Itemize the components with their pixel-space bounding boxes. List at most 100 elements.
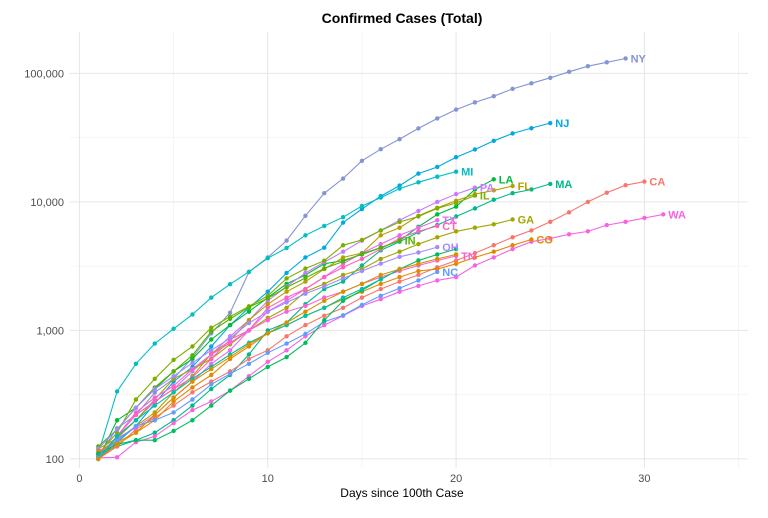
series-label: CA	[649, 177, 665, 189]
data-point	[265, 318, 270, 323]
data-point	[171, 403, 176, 408]
data-point	[378, 233, 383, 238]
data-point	[114, 455, 120, 460]
data-point	[453, 261, 459, 266]
data-point	[623, 56, 628, 61]
series-in	[96, 238, 402, 449]
data-point	[190, 397, 195, 402]
data-point	[472, 250, 478, 256]
data-point	[472, 147, 478, 152]
data-point	[322, 274, 327, 280]
data-point	[435, 218, 440, 223]
data-point	[152, 430, 157, 435]
data-point	[246, 352, 252, 357]
data-point	[303, 309, 308, 314]
data-point	[416, 229, 421, 234]
series-label: NY	[631, 53, 647, 65]
data-point	[152, 437, 157, 443]
data-point	[190, 356, 195, 362]
data-point	[397, 279, 402, 284]
data-point	[340, 220, 346, 225]
series-lines	[96, 56, 666, 462]
y-tick-label: 10,000	[30, 197, 64, 209]
data-point	[510, 243, 515, 248]
data-point	[227, 316, 233, 322]
data-point	[340, 275, 346, 281]
data-point	[510, 183, 515, 189]
data-point	[303, 213, 308, 218]
data-point	[171, 383, 176, 389]
data-point	[227, 322, 233, 328]
data-point	[378, 147, 383, 152]
data-point	[152, 412, 157, 418]
data-point	[397, 238, 402, 243]
data-point	[284, 309, 289, 314]
data-point	[435, 244, 440, 250]
data-point	[529, 237, 534, 242]
data-point	[397, 289, 402, 294]
data-point	[171, 395, 176, 400]
data-point	[453, 258, 459, 263]
data-point	[322, 190, 327, 196]
data-point	[171, 369, 176, 374]
data-point	[284, 289, 289, 294]
data-point	[359, 263, 365, 268]
data-point	[171, 357, 176, 363]
data-point	[209, 366, 214, 372]
series-line	[97, 181, 645, 460]
data-point	[416, 272, 421, 278]
data-point	[416, 283, 421, 289]
data-point	[322, 322, 327, 328]
data-point	[284, 341, 289, 346]
data-point	[152, 434, 157, 439]
data-point	[227, 388, 233, 393]
data-point	[284, 320, 289, 325]
data-point	[152, 390, 157, 395]
data-point	[378, 277, 383, 282]
data-point	[246, 305, 252, 310]
data-point	[453, 200, 459, 206]
data-point	[340, 298, 346, 304]
data-point	[510, 131, 515, 136]
series-label: IN	[405, 236, 416, 248]
series-label: OH	[442, 242, 459, 254]
data-point	[491, 93, 496, 99]
series-ca	[96, 179, 647, 462]
data-point	[604, 190, 609, 195]
data-point	[604, 222, 609, 228]
data-point	[133, 405, 139, 410]
data-point	[566, 232, 572, 237]
data-point	[190, 366, 195, 372]
data-point	[359, 295, 365, 300]
data-point	[416, 225, 421, 230]
data-point	[303, 286, 308, 292]
data-point	[472, 255, 478, 260]
data-point	[227, 354, 233, 360]
data-point	[133, 418, 139, 423]
data-point	[209, 372, 214, 378]
data-point	[378, 245, 383, 250]
series-oh	[96, 244, 440, 451]
data-point	[114, 434, 120, 439]
data-point	[359, 281, 365, 287]
data-point	[378, 261, 383, 266]
data-point	[378, 228, 383, 233]
data-point	[340, 215, 346, 220]
data-point	[340, 279, 346, 284]
data-point	[246, 328, 252, 333]
data-point	[453, 154, 459, 160]
data-point	[491, 222, 496, 227]
data-point	[340, 289, 346, 294]
chart-title: Confirmed Cases (Total)	[322, 10, 483, 26]
data-point	[548, 120, 553, 126]
series-label: GA	[518, 214, 535, 226]
data-point	[227, 310, 233, 315]
data-point	[284, 305, 289, 310]
data-point	[96, 451, 101, 456]
series-label: TX	[442, 215, 457, 227]
data-point	[510, 190, 515, 196]
data-point	[604, 60, 609, 65]
data-point	[152, 399, 157, 404]
data-point	[623, 219, 628, 225]
x-axis-tick-labels: 0 10 20 30	[76, 473, 650, 485]
